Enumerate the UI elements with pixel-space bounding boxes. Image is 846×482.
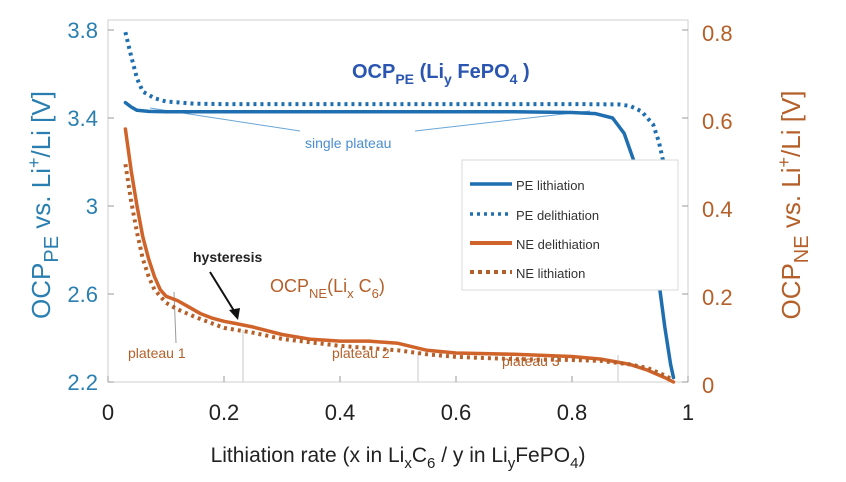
legend-label-pe-lithiation: PE lithiation xyxy=(516,178,585,193)
x-axis: 0 0.2 0.4 0.6 0.8 1 xyxy=(102,376,694,425)
y-left-tick-label: 3.4 xyxy=(67,106,98,131)
annotation-single-plateau: single plateau xyxy=(305,135,391,151)
y-left-tick-label: 2.2 xyxy=(67,370,98,395)
legend-box xyxy=(461,159,679,291)
y-right-tick-label: 0.4 xyxy=(702,197,733,222)
x-tick-label: 0 xyxy=(102,400,114,425)
y-axis-right: 0 0.2 0.4 0.6 0.8 xyxy=(682,21,733,398)
hysteresis-arrow xyxy=(209,271,240,320)
y-right-tick-label: 0 xyxy=(702,373,714,398)
x-tick-label: 0.6 xyxy=(441,400,472,425)
annotation-ocp-pe: OCPPE (Liy FePO4 ) xyxy=(352,61,530,87)
y-axis-left-label: OCPPE vs. Li+/Li [V] xyxy=(24,91,63,319)
annotation-plateau-3: plateau 3 xyxy=(502,353,560,369)
annotation-hysteresis: hysteresis xyxy=(193,249,262,265)
annotation-ocp-ne: OCPNE(Lix C6) xyxy=(270,276,385,301)
y-axis-right-label: OCPNE vs. Li+/Li [V] xyxy=(774,90,813,319)
y-left-tick-label: 2.6 xyxy=(67,282,98,307)
y-left-tick-label: 3.8 xyxy=(67,18,98,43)
legend-label-ne-delithiation: NE delithiation xyxy=(516,237,600,252)
series-line-ne-lithiation xyxy=(123,163,675,382)
y-axis-left: 2.2 2.6 3 3.4 3.8 xyxy=(67,18,114,395)
y-right-tick-label: 0.6 xyxy=(702,109,733,134)
plot-frame xyxy=(107,19,689,383)
annotation-plateau-1: plateau 1 xyxy=(128,345,186,361)
annotation-plateau-2: plateau 2 xyxy=(332,345,390,361)
x-tick-label: 0.8 xyxy=(557,400,588,425)
x-tick-label: 0.4 xyxy=(325,400,356,425)
legend-label-pe-delithiation: PE delithiation xyxy=(516,208,599,223)
x-tick-label: 0.2 xyxy=(209,400,240,425)
y-right-tick-label: 0.8 xyxy=(702,21,733,46)
x-tick-label: 1 xyxy=(682,400,694,425)
legend-label-ne-lithiation: NE lithiation xyxy=(516,266,585,281)
y-left-tick-label: 3 xyxy=(86,194,98,219)
series-line-ne-delithiation xyxy=(123,127,676,384)
single-plateau-leader-right xyxy=(414,110,591,132)
y-right-tick-label: 0.2 xyxy=(702,285,733,310)
x-axis-label: Lithiation rate (x in LixC6 / y in LiyFe… xyxy=(211,444,586,472)
legend: PE lithiation PE delithiation NE delithi… xyxy=(461,159,679,291)
